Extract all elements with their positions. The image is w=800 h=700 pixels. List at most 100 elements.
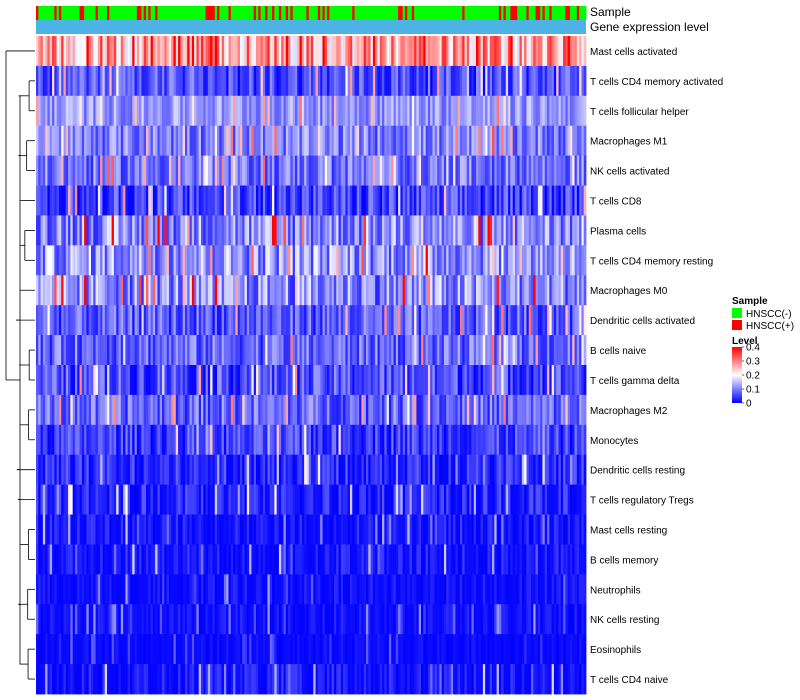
heatmap-cell (297, 305, 300, 336)
heatmap-cell (519, 185, 523, 216)
heatmap-cell (544, 335, 548, 366)
heatmap-cell (132, 424, 135, 456)
heatmap-cell (434, 544, 438, 575)
sample-annotation-cell (317, 6, 321, 20)
heatmap-cell (194, 95, 197, 127)
sample-annotation-cell (315, 6, 319, 20)
heatmap-cell (107, 185, 110, 216)
heatmap-cell (398, 275, 401, 306)
sample-annotation-cell (40, 6, 44, 20)
heatmap-cell (400, 454, 404, 486)
heatmap-cell (180, 305, 184, 336)
heatmap-cell (352, 394, 355, 426)
heatmap-cell (164, 275, 168, 306)
heatmap-cell (535, 484, 539, 515)
heatmap-cell (473, 95, 477, 127)
heatmap-cell (292, 484, 296, 515)
heatmap-cell (276, 544, 280, 575)
heatmap-cell (189, 335, 193, 366)
heatmap-cell (157, 95, 161, 127)
sample-annotation-cell (228, 6, 232, 20)
heatmap-cell (343, 245, 346, 276)
heatmap-cell (485, 275, 488, 306)
sample-annotation-cell (120, 6, 124, 20)
heatmap-cell (489, 95, 493, 127)
heatmap-cell (482, 544, 486, 575)
heatmap-cell (361, 394, 365, 426)
heatmap-cell (269, 215, 273, 246)
heatmap-cell (315, 95, 319, 127)
heatmap-cell (308, 275, 312, 306)
heatmap-cell (265, 424, 268, 456)
heatmap-cell (333, 155, 337, 186)
heatmap-cell (338, 65, 342, 97)
heatmap-cell (283, 424, 287, 456)
sample-annotation-cell (113, 6, 117, 20)
heatmap-cell (262, 454, 266, 486)
heatmap-cell (274, 125, 278, 157)
heatmap-cell (489, 215, 493, 246)
heatmap-cell (304, 185, 307, 216)
heatmap-cell (547, 155, 550, 186)
heatmap-cell (49, 484, 53, 515)
heatmap-cell (272, 394, 275, 426)
heatmap-cell (366, 95, 369, 127)
heatmap-cell (164, 95, 168, 127)
sample-annotation-cell (81, 6, 85, 20)
heatmap-cell (384, 275, 388, 306)
heatmap-cell (91, 394, 94, 426)
heatmap-cell (574, 454, 578, 486)
heatmap-cell (402, 484, 406, 515)
heatmap-cell (336, 424, 339, 456)
heatmap-cell (400, 514, 404, 545)
heatmap-cell (567, 65, 571, 97)
heatmap-cell (84, 95, 87, 127)
heatmap-cell (478, 305, 481, 336)
sample-annotation-cell (404, 6, 408, 20)
heatmap-cell (404, 544, 408, 575)
heatmap-cell (510, 454, 514, 486)
heatmap-cell (345, 394, 349, 426)
heatmap-cell (143, 394, 147, 426)
heatmap-cell (221, 365, 225, 396)
heatmap-cell (150, 155, 154, 186)
heatmap-cell (301, 484, 305, 515)
sample-annotation-cell (556, 6, 559, 20)
heatmap-cell (457, 155, 461, 186)
heatmap-cell (288, 335, 291, 366)
heatmap-cell (384, 424, 388, 456)
heatmap-cell (514, 394, 518, 426)
heatmap-cell (377, 185, 381, 216)
sample-annotation-cell (184, 6, 188, 20)
heatmap-cell (425, 544, 429, 575)
heatmap-cell (72, 36, 76, 67)
heatmap-cell (567, 574, 571, 605)
heatmap-cell (375, 275, 378, 306)
heatmap-cell (102, 574, 106, 605)
heatmap-cell (317, 275, 321, 306)
heatmap-cell (322, 484, 326, 515)
heatmap-cell (256, 574, 259, 605)
heatmap-cell (514, 454, 518, 486)
heatmap-cell (297, 125, 300, 157)
heatmap-cell (260, 125, 264, 157)
heatmap-cell (205, 604, 209, 635)
heatmap-cell (285, 484, 289, 515)
heatmap-cell (498, 185, 502, 216)
heatmap-cell (425, 245, 429, 276)
heatmap-cell (242, 365, 245, 396)
heatmap-cell (549, 544, 553, 575)
heatmap-cell (139, 574, 142, 605)
heatmap-cell (407, 36, 410, 67)
heatmap-cell (423, 125, 426, 157)
heatmap-cell (239, 574, 243, 605)
heatmap-cell (173, 125, 177, 157)
heatmap-cell (501, 65, 504, 97)
heatmap-cell (340, 215, 344, 246)
heatmap-cell (459, 394, 463, 426)
heatmap-cell (97, 514, 101, 545)
heatmap-cell (407, 365, 410, 396)
heatmap-cell (560, 36, 564, 67)
heatmap-cell (148, 185, 151, 216)
heatmap-cell (141, 245, 145, 276)
